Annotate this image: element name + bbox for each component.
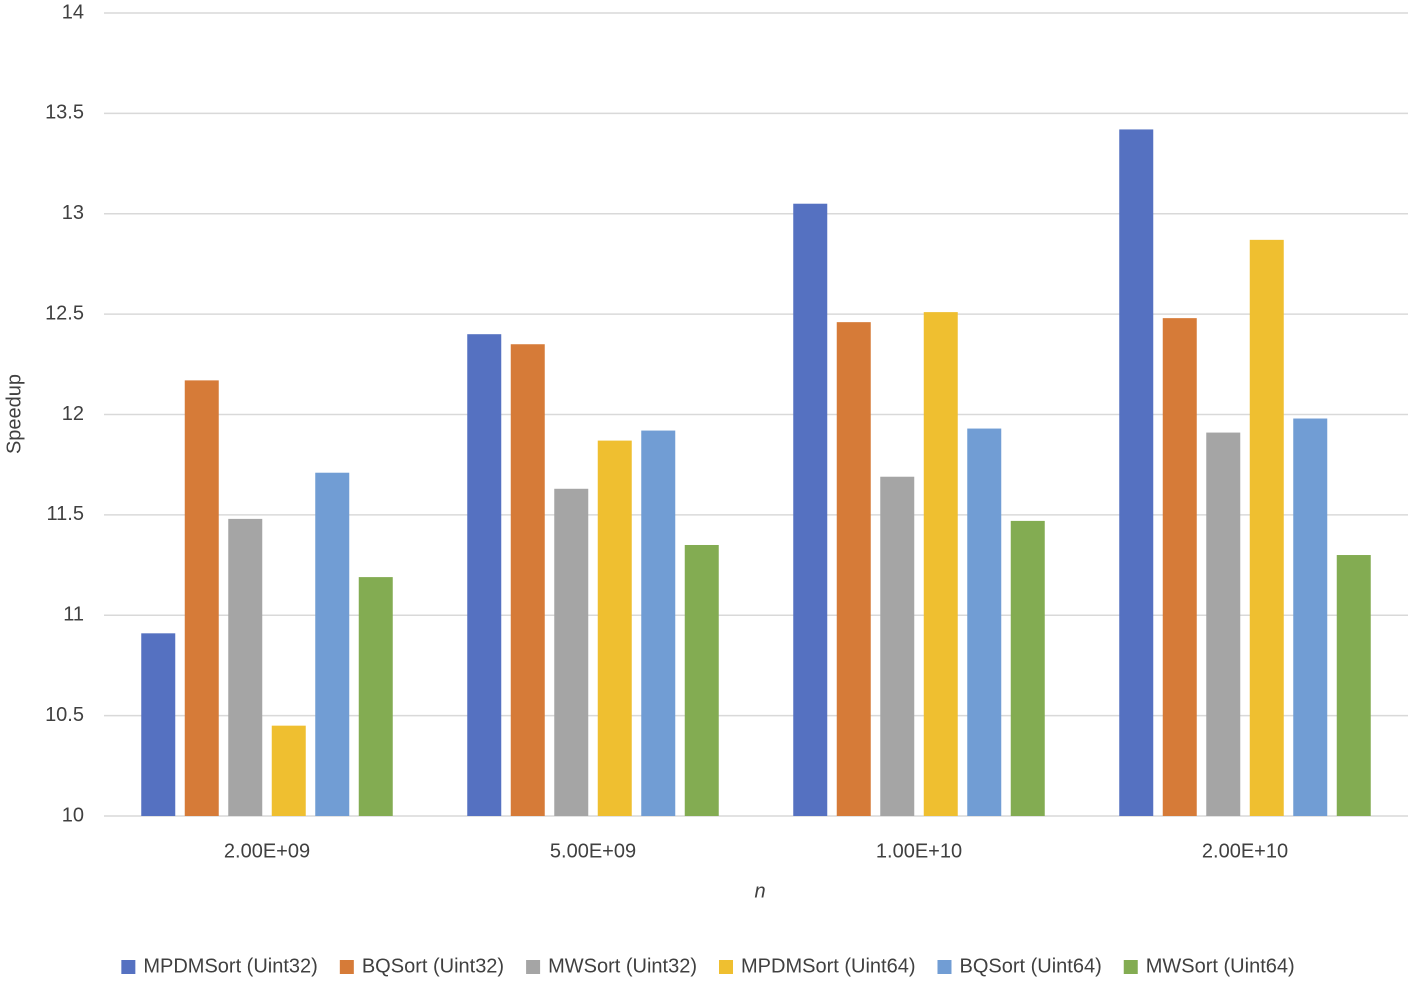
bar xyxy=(358,577,393,816)
bar xyxy=(836,322,871,816)
x-tick-label: 2.00E+10 xyxy=(1202,840,1288,862)
bar xyxy=(880,476,915,816)
bar xyxy=(684,544,719,816)
bar xyxy=(793,203,828,816)
legend-label: MWSort (Uint32) xyxy=(548,955,697,977)
bar xyxy=(1249,239,1284,816)
legend-label: MPDMSort (Uint32) xyxy=(143,955,317,977)
legend-swatch xyxy=(121,960,136,974)
legend-swatch xyxy=(937,960,952,974)
legend-label: MWSort (Uint64) xyxy=(1146,955,1295,977)
y-tick-label: 10.5 xyxy=(45,704,84,726)
bar xyxy=(184,380,219,816)
bar xyxy=(1336,555,1371,816)
bar xyxy=(597,440,632,816)
bar xyxy=(1206,432,1241,816)
y-tick-label: 14 xyxy=(62,1,84,23)
x-tick-label: 5.00E+09 xyxy=(550,840,636,862)
x-axis-label: n xyxy=(754,880,765,902)
y-tick-label: 12 xyxy=(62,403,84,425)
y-tick-label: 11.5 xyxy=(47,503,84,525)
legend-swatch xyxy=(339,960,354,974)
y-tick-label: 12.5 xyxy=(45,302,84,324)
y-tick-label: 11 xyxy=(63,604,84,626)
bar xyxy=(554,488,589,816)
bar xyxy=(271,725,306,816)
legend-swatch xyxy=(1123,960,1138,974)
bar xyxy=(1119,129,1154,816)
bar xyxy=(1162,318,1197,816)
bar xyxy=(1010,520,1045,816)
legend-label: BQSort (Uint32) xyxy=(362,955,504,977)
bar xyxy=(923,312,958,816)
bar xyxy=(641,430,676,816)
bar xyxy=(467,334,502,816)
bar xyxy=(967,428,1002,816)
y-axis-label: Speedup xyxy=(3,374,25,454)
x-tick-label: 2.00E+09 xyxy=(224,840,310,862)
legend-swatch xyxy=(526,960,541,974)
bar xyxy=(141,633,176,816)
x-tick-label: 1.00E+10 xyxy=(876,840,962,862)
bar xyxy=(510,344,545,816)
legend-label: MPDMSort (Uint64) xyxy=(741,955,915,977)
bar xyxy=(1293,418,1328,816)
legend-label: BQSort (Uint64) xyxy=(959,955,1101,977)
y-tick-label: 13 xyxy=(62,202,84,224)
bar xyxy=(228,518,263,816)
legend-swatch xyxy=(719,960,733,974)
y-tick-label: 10 xyxy=(62,804,84,826)
bar xyxy=(315,472,350,816)
y-tick-label: 13.5 xyxy=(45,102,84,124)
